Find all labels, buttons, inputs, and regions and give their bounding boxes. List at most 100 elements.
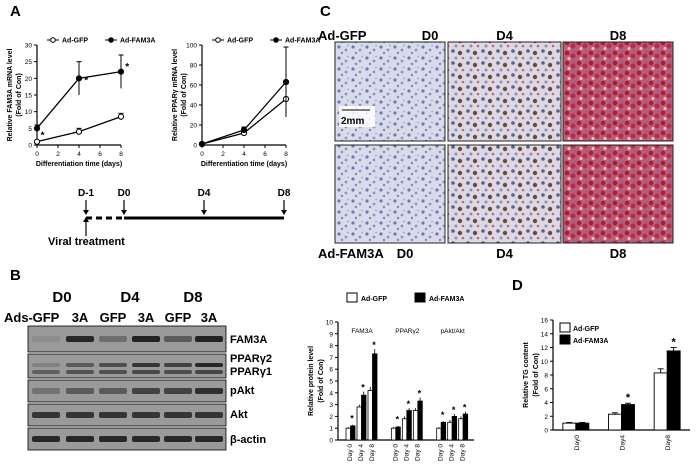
timeline-treatment-arrowhead bbox=[83, 217, 89, 222]
ppar-mrna-y-tick-label: 80 bbox=[190, 63, 198, 70]
blot-band bbox=[32, 412, 60, 418]
micrograph-row1-label: Ad-GFP bbox=[318, 28, 367, 43]
protein-bar bbox=[412, 410, 419, 441]
fam3a-mrna-x-tick-label: 8 bbox=[119, 151, 123, 158]
protein-category-label: Day 8 bbox=[460, 444, 467, 461]
protein-significance: * bbox=[441, 410, 445, 420]
tg-y-tick-label: 14 bbox=[541, 331, 549, 338]
fam3a-mrna-point bbox=[33, 125, 41, 132]
blot-band bbox=[132, 363, 160, 367]
chart-fam3a-mrna: 0 5 10 15 20 25 30 0 2 4 6 8 Differentiation time (d… bbox=[7, 37, 155, 168]
protein-y-tick-label: 10 bbox=[326, 320, 334, 327]
micrograph-grid: Ad-GFP Ad-FAM3A D0 D0 D4 D4 D8 D8 2mm bbox=[318, 28, 674, 261]
fam3a-mrna-legend-label: Ad-FAM3A bbox=[120, 38, 155, 45]
fam3a-mrna-point bbox=[33, 138, 41, 145]
protein-bar bbox=[401, 418, 408, 441]
protein-y-tick-label: 5 bbox=[329, 379, 333, 386]
blot-band bbox=[164, 436, 192, 442]
blot-band bbox=[195, 336, 223, 342]
micrograph-r1-c2 bbox=[447, 41, 562, 142]
blot-band bbox=[164, 336, 192, 342]
ppar-mrna-point bbox=[282, 78, 290, 86]
protein-significance: * bbox=[418, 389, 422, 399]
blot-row-label-3-0: Akt bbox=[230, 409, 248, 421]
protein-y-tick-label: 6 bbox=[329, 367, 333, 374]
protein-significance: * bbox=[463, 403, 467, 413]
timeline-label-3: D8 bbox=[278, 188, 291, 199]
fam3a-mrna-point bbox=[117, 68, 125, 75]
blot-row-label-4-0: β-actin bbox=[230, 434, 266, 446]
blot-row-label-2-0: pAkt bbox=[230, 385, 255, 397]
protein-significance: * bbox=[350, 413, 354, 423]
fam3a-mrna-x-tick-label: 0 bbox=[35, 151, 39, 158]
fam3a-mrna-x-tick-label: 4 bbox=[77, 151, 81, 158]
ppar-mrna-x-tick-label: 6 bbox=[263, 151, 267, 158]
tg-significance: * bbox=[626, 392, 631, 404]
blot-band bbox=[99, 336, 127, 342]
fam3a-mrna-point bbox=[75, 75, 83, 82]
blot-band bbox=[66, 336, 94, 342]
blot-strip-1 bbox=[27, 353, 227, 379]
timeline-treatment-label: Viral treatment bbox=[48, 236, 125, 248]
protein-legend-label: Ad-GFP bbox=[361, 296, 387, 303]
tg-bar bbox=[575, 422, 590, 431]
protein-y-label: Relative protein level (Fold of Con) bbox=[308, 346, 325, 416]
blot-band bbox=[164, 363, 192, 367]
protein-group-label: pAkt/Akt bbox=[441, 328, 465, 335]
fam3a-mrna-legend-marker bbox=[108, 37, 114, 43]
protein-significance: * bbox=[452, 405, 456, 415]
ppar-mrna-y-tick-label: 60 bbox=[190, 83, 198, 90]
tg-legend-swatch bbox=[559, 334, 571, 345]
panel-letter-b: B bbox=[10, 267, 21, 284]
tg-bar bbox=[666, 350, 681, 431]
ppar-mrna-y-tick-label: 40 bbox=[190, 103, 198, 110]
protein-significance: * bbox=[396, 414, 400, 424]
panel-letter-a: A bbox=[10, 3, 21, 20]
timeline-label-1: D0 bbox=[118, 188, 131, 199]
fam3a-mrna-y-tick-label: 10 bbox=[25, 109, 33, 116]
blot-band bbox=[164, 412, 192, 418]
fam3a-mrna-y-tick-label: 0 bbox=[28, 143, 32, 150]
fam3a-mrna-significance: * bbox=[84, 75, 88, 86]
micrograph-col-label-top-1: D4 bbox=[496, 28, 513, 43]
blot-row-label-0-0: FAM3A bbox=[230, 334, 267, 346]
ppar-mrna-point bbox=[240, 126, 248, 134]
fam3a-mrna-y-tick-label: 5 bbox=[28, 126, 32, 133]
tg-category-label: Day4 bbox=[620, 435, 627, 451]
timeline-arrowhead-3 bbox=[281, 210, 287, 215]
blot-ads-label: Ads- bbox=[4, 310, 33, 325]
blot-band bbox=[195, 370, 223, 374]
protein-legend-swatch bbox=[414, 292, 426, 303]
fam3a-mrna-y-tick-label: 20 bbox=[25, 76, 33, 83]
fam3a-mrna-significance: * bbox=[41, 130, 45, 141]
ppar-mrna-y-tick-label: 100 bbox=[186, 43, 197, 50]
tg-y-tick-label: 6 bbox=[544, 386, 548, 393]
fam3a-mrna-y-tick-label: 25 bbox=[25, 59, 33, 66]
ppar-mrna-legend-label: Ad-GFP bbox=[227, 38, 253, 45]
protein-y-tick-label: 7 bbox=[329, 355, 333, 362]
blot-band bbox=[132, 370, 160, 374]
fam3a-mrna-x-label: Differentiation time (days) bbox=[36, 161, 122, 168]
blot-day-header-0: D0 bbox=[52, 289, 71, 306]
micrograph-col-label-top-2: D8 bbox=[610, 28, 627, 43]
protein-bar bbox=[436, 427, 442, 441]
ppar-mrna-legend-marker bbox=[273, 37, 279, 43]
blot-day-header-2: D8 bbox=[183, 289, 202, 306]
tg-y-tick-label: 8 bbox=[544, 373, 548, 380]
tg-y-label: Relative TG content (Fold of Con) bbox=[523, 341, 540, 407]
ppar-mrna-legend-marker bbox=[215, 37, 221, 43]
protein-category-label: Day 4 bbox=[358, 444, 365, 461]
blot-band bbox=[164, 388, 192, 394]
micrograph-r2-c3 bbox=[562, 144, 674, 244]
blot-row-label-1-1: PPARγ1 bbox=[230, 366, 272, 378]
micrograph-col-label-bottom-2: D8 bbox=[610, 246, 627, 261]
tg-y-tick-label: 4 bbox=[544, 400, 548, 407]
protein-bar bbox=[462, 413, 469, 441]
protein-bar bbox=[350, 425, 356, 441]
timeline-label-0: D-1 bbox=[78, 188, 95, 199]
ppar-mrna-series-line bbox=[201, 98, 287, 145]
timeline: Viral treatment D-1 D0 D4 D8 bbox=[48, 188, 291, 248]
blot-day-header-1: D4 bbox=[120, 289, 140, 306]
protein-bar bbox=[451, 415, 458, 441]
